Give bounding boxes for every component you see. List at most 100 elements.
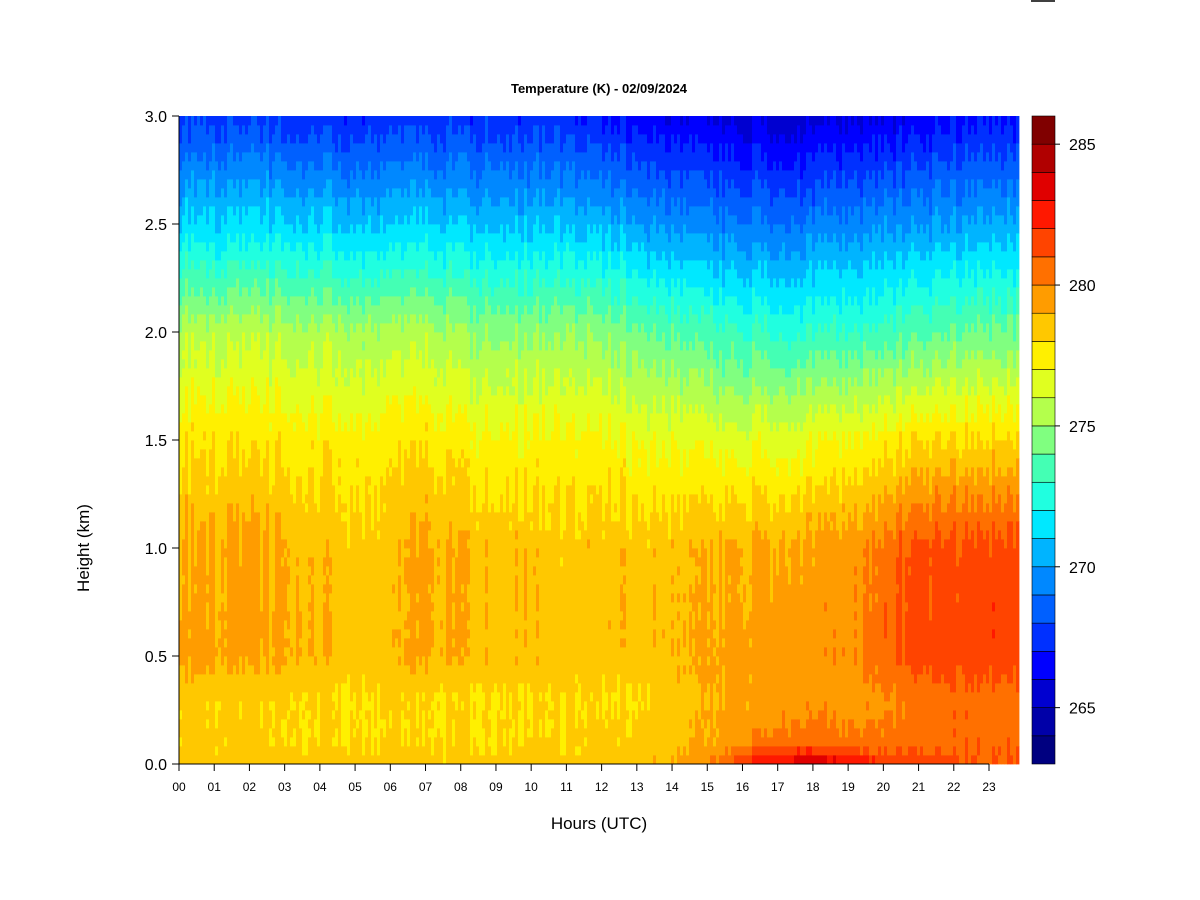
- heatmap-cell: [866, 233, 870, 261]
- heatmap-cell: [812, 395, 816, 423]
- heatmap-cell: [329, 260, 333, 288]
- heatmap-cell: [677, 134, 681, 171]
- heatmap-cell: [950, 350, 954, 378]
- heatmap-cell: [584, 359, 588, 396]
- heatmap-cell: [638, 278, 642, 306]
- heatmap-cell: [824, 701, 828, 747]
- heatmap-cell: [983, 413, 987, 450]
- heatmap-cell: [755, 755, 759, 765]
- heatmap-cell: [1016, 692, 1020, 747]
- heatmap-cell: [893, 269, 897, 306]
- heatmap-cell: [605, 503, 609, 693]
- heatmap-cell: [653, 755, 657, 765]
- heatmap-cell: [794, 458, 798, 495]
- heatmap-cell: [416, 278, 420, 297]
- heatmap-cell: [374, 278, 378, 306]
- heatmap-cell: [245, 350, 249, 414]
- heatmap-cell: [500, 197, 504, 225]
- heatmap-cell: [578, 386, 582, 441]
- heatmap-cell: [707, 638, 711, 648]
- heatmap-cell: [671, 224, 675, 252]
- heatmap-cell: [737, 746, 741, 756]
- heatmap-cell: [404, 215, 408, 252]
- heatmap-cell: [746, 710, 750, 747]
- heatmap-cell: [701, 728, 705, 765]
- heatmap-cell: [476, 458, 480, 513]
- heatmap-cell: [875, 575, 879, 594]
- heatmap-cell: [389, 197, 393, 225]
- heatmap-cell: [749, 314, 753, 342]
- heatmap-cell: [1013, 224, 1017, 252]
- heatmap-cell: [854, 296, 858, 324]
- heatmap-cell: [707, 719, 711, 738]
- heatmap-cell: [263, 116, 267, 126]
- heatmap-cell: [992, 422, 996, 450]
- heatmap-cell: [380, 116, 384, 135]
- heatmap-cell: [530, 242, 534, 270]
- heatmap-cell: [734, 359, 738, 396]
- heatmap-cell: [203, 440, 207, 450]
- heatmap-cell: [719, 449, 723, 504]
- heatmap-cell: [284, 224, 288, 243]
- heatmap-cell: [536, 359, 540, 414]
- heatmap-cell: [491, 692, 495, 756]
- heatmap-cell: [428, 251, 432, 279]
- heatmap-cell: [638, 116, 642, 135]
- heatmap-cell: [452, 458, 456, 477]
- heatmap-cell: [965, 179, 969, 216]
- heatmap-cell: [389, 161, 393, 198]
- heatmap-cell: [335, 332, 339, 369]
- heatmap-cell: [425, 152, 429, 180]
- heatmap-cell: [653, 269, 657, 297]
- heatmap-cell: [728, 593, 732, 603]
- heatmap-cell: [734, 296, 738, 324]
- heatmap-cell: [377, 539, 381, 684]
- heatmap-cell: [677, 575, 681, 594]
- heatmap-cell: [785, 116, 789, 144]
- heatmap-cell: [950, 530, 954, 693]
- heatmap-cell: [575, 188, 579, 216]
- heatmap-cell: [482, 170, 486, 198]
- heatmap-cell: [800, 566, 804, 576]
- heatmap-cell: [221, 359, 225, 405]
- heatmap-cell: [410, 116, 414, 126]
- heatmap-cell: [179, 710, 183, 720]
- heatmap-cell: [287, 719, 291, 765]
- heatmap-cell: [455, 134, 459, 162]
- heatmap-cell: [218, 260, 222, 279]
- heatmap-cell: [950, 404, 954, 432]
- heatmap-cell: [875, 755, 879, 765]
- heatmap-cell: [983, 188, 987, 225]
- heatmap-cell: [878, 296, 882, 324]
- heatmap-cell: [320, 368, 324, 414]
- heatmap-cell: [788, 512, 792, 549]
- heatmap-cell: [722, 134, 726, 162]
- heatmap-cell: [623, 467, 627, 477]
- heatmap-cell: [563, 755, 567, 765]
- heatmap-cell: [740, 305, 744, 333]
- heatmap-cell: [308, 728, 312, 738]
- heatmap-cell: [212, 332, 216, 378]
- heatmap-cell: [254, 278, 258, 315]
- heatmap-cell: [632, 350, 636, 396]
- heatmap-cell: [371, 332, 375, 378]
- heatmap-cell: [641, 242, 645, 279]
- heatmap-cell: [245, 116, 249, 135]
- heatmap-cell: [374, 728, 378, 738]
- heatmap-cell: [221, 404, 225, 468]
- heatmap-cell: [779, 755, 783, 765]
- heatmap-cell: [569, 233, 573, 252]
- heatmap-cell: [611, 368, 615, 405]
- heatmap-cell: [845, 188, 849, 225]
- heatmap-cell: [905, 377, 909, 396]
- heatmap-cell: [293, 710, 297, 729]
- heatmap-cell: [548, 233, 552, 261]
- heatmap-cell: [440, 737, 444, 765]
- heatmap-cell: [878, 395, 882, 432]
- heatmap-cell: [851, 521, 855, 720]
- heatmap-cell: [878, 494, 882, 540]
- heatmap-cell: [617, 404, 621, 459]
- heatmap-cell: [509, 116, 513, 153]
- heatmap-cell: [935, 404, 939, 432]
- heatmap-cell: [1013, 386, 1017, 423]
